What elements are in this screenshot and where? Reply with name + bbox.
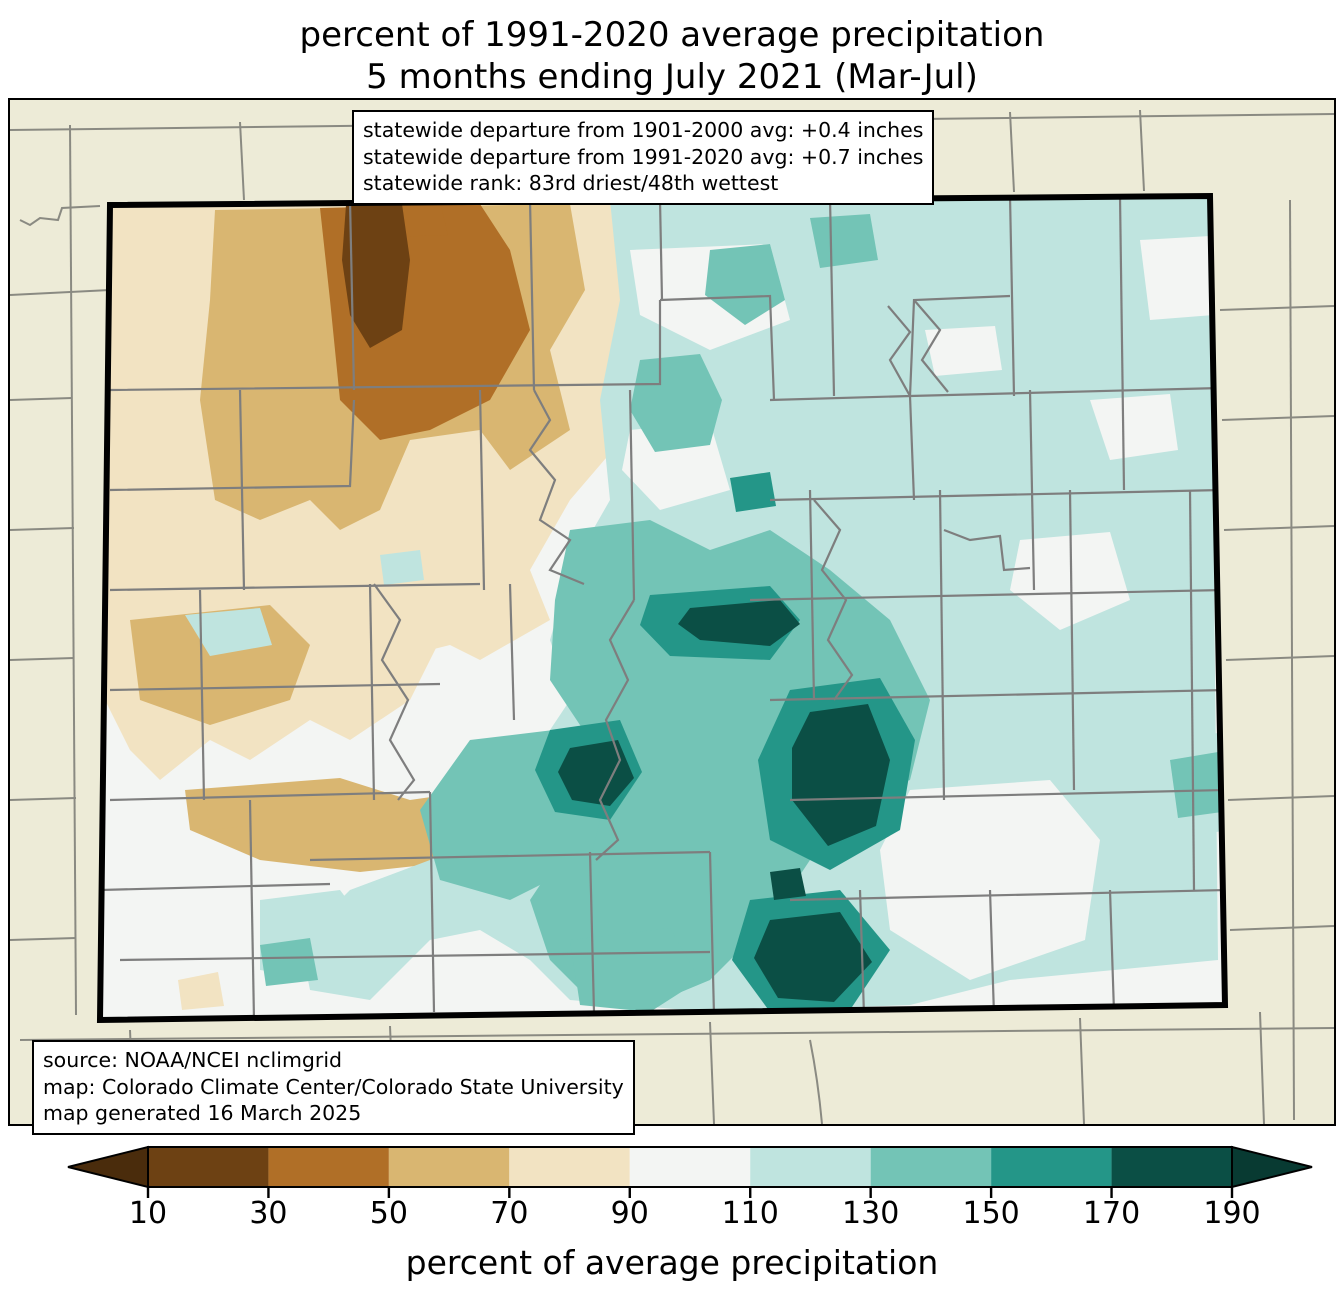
colorbar-tick-label-110: 110 (721, 1196, 779, 1231)
band-110-130-d (1080, 316, 1118, 352)
colorbar-under-arrow (67, 1145, 149, 1189)
source-credit-box: source: NOAA/NCEI nclimgrid map: Colorad… (32, 1040, 635, 1135)
band-130-150-g (1170, 752, 1222, 818)
band-130-150-d (705, 244, 785, 325)
band-170-190 (792, 704, 890, 846)
colorbar-axis-label: percent of average precipitation (405, 1243, 939, 1282)
band-130-150-f (810, 214, 878, 268)
colorbar-band-90-110 (629, 1147, 751, 1187)
band-150-170-e (730, 472, 776, 512)
colorbar-tick-label-30: 30 (249, 1196, 288, 1231)
colorbar-tick-label-90: 90 (610, 1196, 649, 1231)
band-110-130-f (380, 550, 424, 585)
stats-line-3: statewide rank: 83rd driest/48th wettest (363, 171, 779, 195)
band-110-130-e (185, 608, 272, 656)
stats-line-2: statewide departure from 1991-2020 avg: … (363, 144, 924, 169)
precip-contour-layer (100, 196, 1225, 1020)
hole-near-normal-b (1010, 532, 1130, 630)
page-title: percent of 1991-2020 average precipitati… (0, 14, 1344, 98)
county-boundaries (100, 196, 1225, 1020)
hole-near-normal-d (925, 326, 1002, 376)
colorbar-tick-label-150: 150 (962, 1196, 1020, 1231)
colorbar-band-30-50 (268, 1147, 389, 1187)
band-10-30 (342, 204, 410, 348)
band-170-190-e (770, 868, 806, 900)
source-line-3: map generated 16 March 2025 (43, 1101, 362, 1125)
colorbar-band-10-30 (148, 1147, 269, 1187)
colorbar-band-110-130 (750, 1147, 871, 1187)
hole-near-normal-a (880, 780, 1100, 980)
stats-line-1: statewide departure from 1901-2000 avg: … (363, 118, 924, 142)
band-130-150-e (570, 928, 700, 1012)
colorbar-swatches (67, 1145, 1313, 1198)
colorbar-band-150-170 (991, 1147, 1112, 1187)
map-svg (10, 100, 1334, 1124)
colorbar-tick-label-170: 170 (1082, 1196, 1141, 1231)
band-70-90-c (178, 972, 224, 1010)
source-line-1: source: NOAA/NCEI nclimgrid (43, 1048, 343, 1072)
colorbar-tick-label-130: 130 (842, 1196, 900, 1231)
colorbar-tick-labels: 10 30 50 70 90 110 130 150 170 190 (0, 1196, 1344, 1238)
source-line-2: map: Colorado Climate Center/Colorado St… (43, 1074, 624, 1099)
band-170-190-c (558, 740, 634, 806)
title-line-1: percent of 1991-2020 average precipitati… (299, 15, 1045, 55)
colorbar-over-arrow (1231, 1145, 1313, 1189)
colorbar-band-170-190 (1111, 1147, 1232, 1187)
colorbar-tick-label-50: 50 (369, 1196, 408, 1231)
band-170-190-d (678, 600, 800, 646)
colorbar-tick-label-70: 70 (490, 1196, 529, 1231)
hole-near-normal-f (1140, 236, 1214, 320)
precipitation-map (8, 98, 1336, 1126)
band-130-150-h (260, 938, 318, 986)
band-170-190-b (754, 912, 872, 1002)
colorbar-tick-label-190: 190 (1203, 1196, 1261, 1231)
colorbar-outline (147, 1146, 1233, 1188)
colorbar-band-50-70 (388, 1147, 510, 1187)
colorbar (0, 1140, 1344, 1300)
hole-near-normal-c (1090, 394, 1178, 460)
title-line-2: 5 months ending July 2021 (Mar-Jul) (366, 57, 978, 97)
statewide-stats-box: statewide departure from 1901-2000 avg: … (352, 110, 935, 205)
band-50-70-d (206, 794, 246, 830)
colorbar-band-130-150 (870, 1147, 992, 1187)
colorbar-tick-label-10: 10 (128, 1196, 168, 1231)
band-130-150-c (630, 354, 722, 452)
colorbar-band-70-90 (509, 1147, 630, 1187)
